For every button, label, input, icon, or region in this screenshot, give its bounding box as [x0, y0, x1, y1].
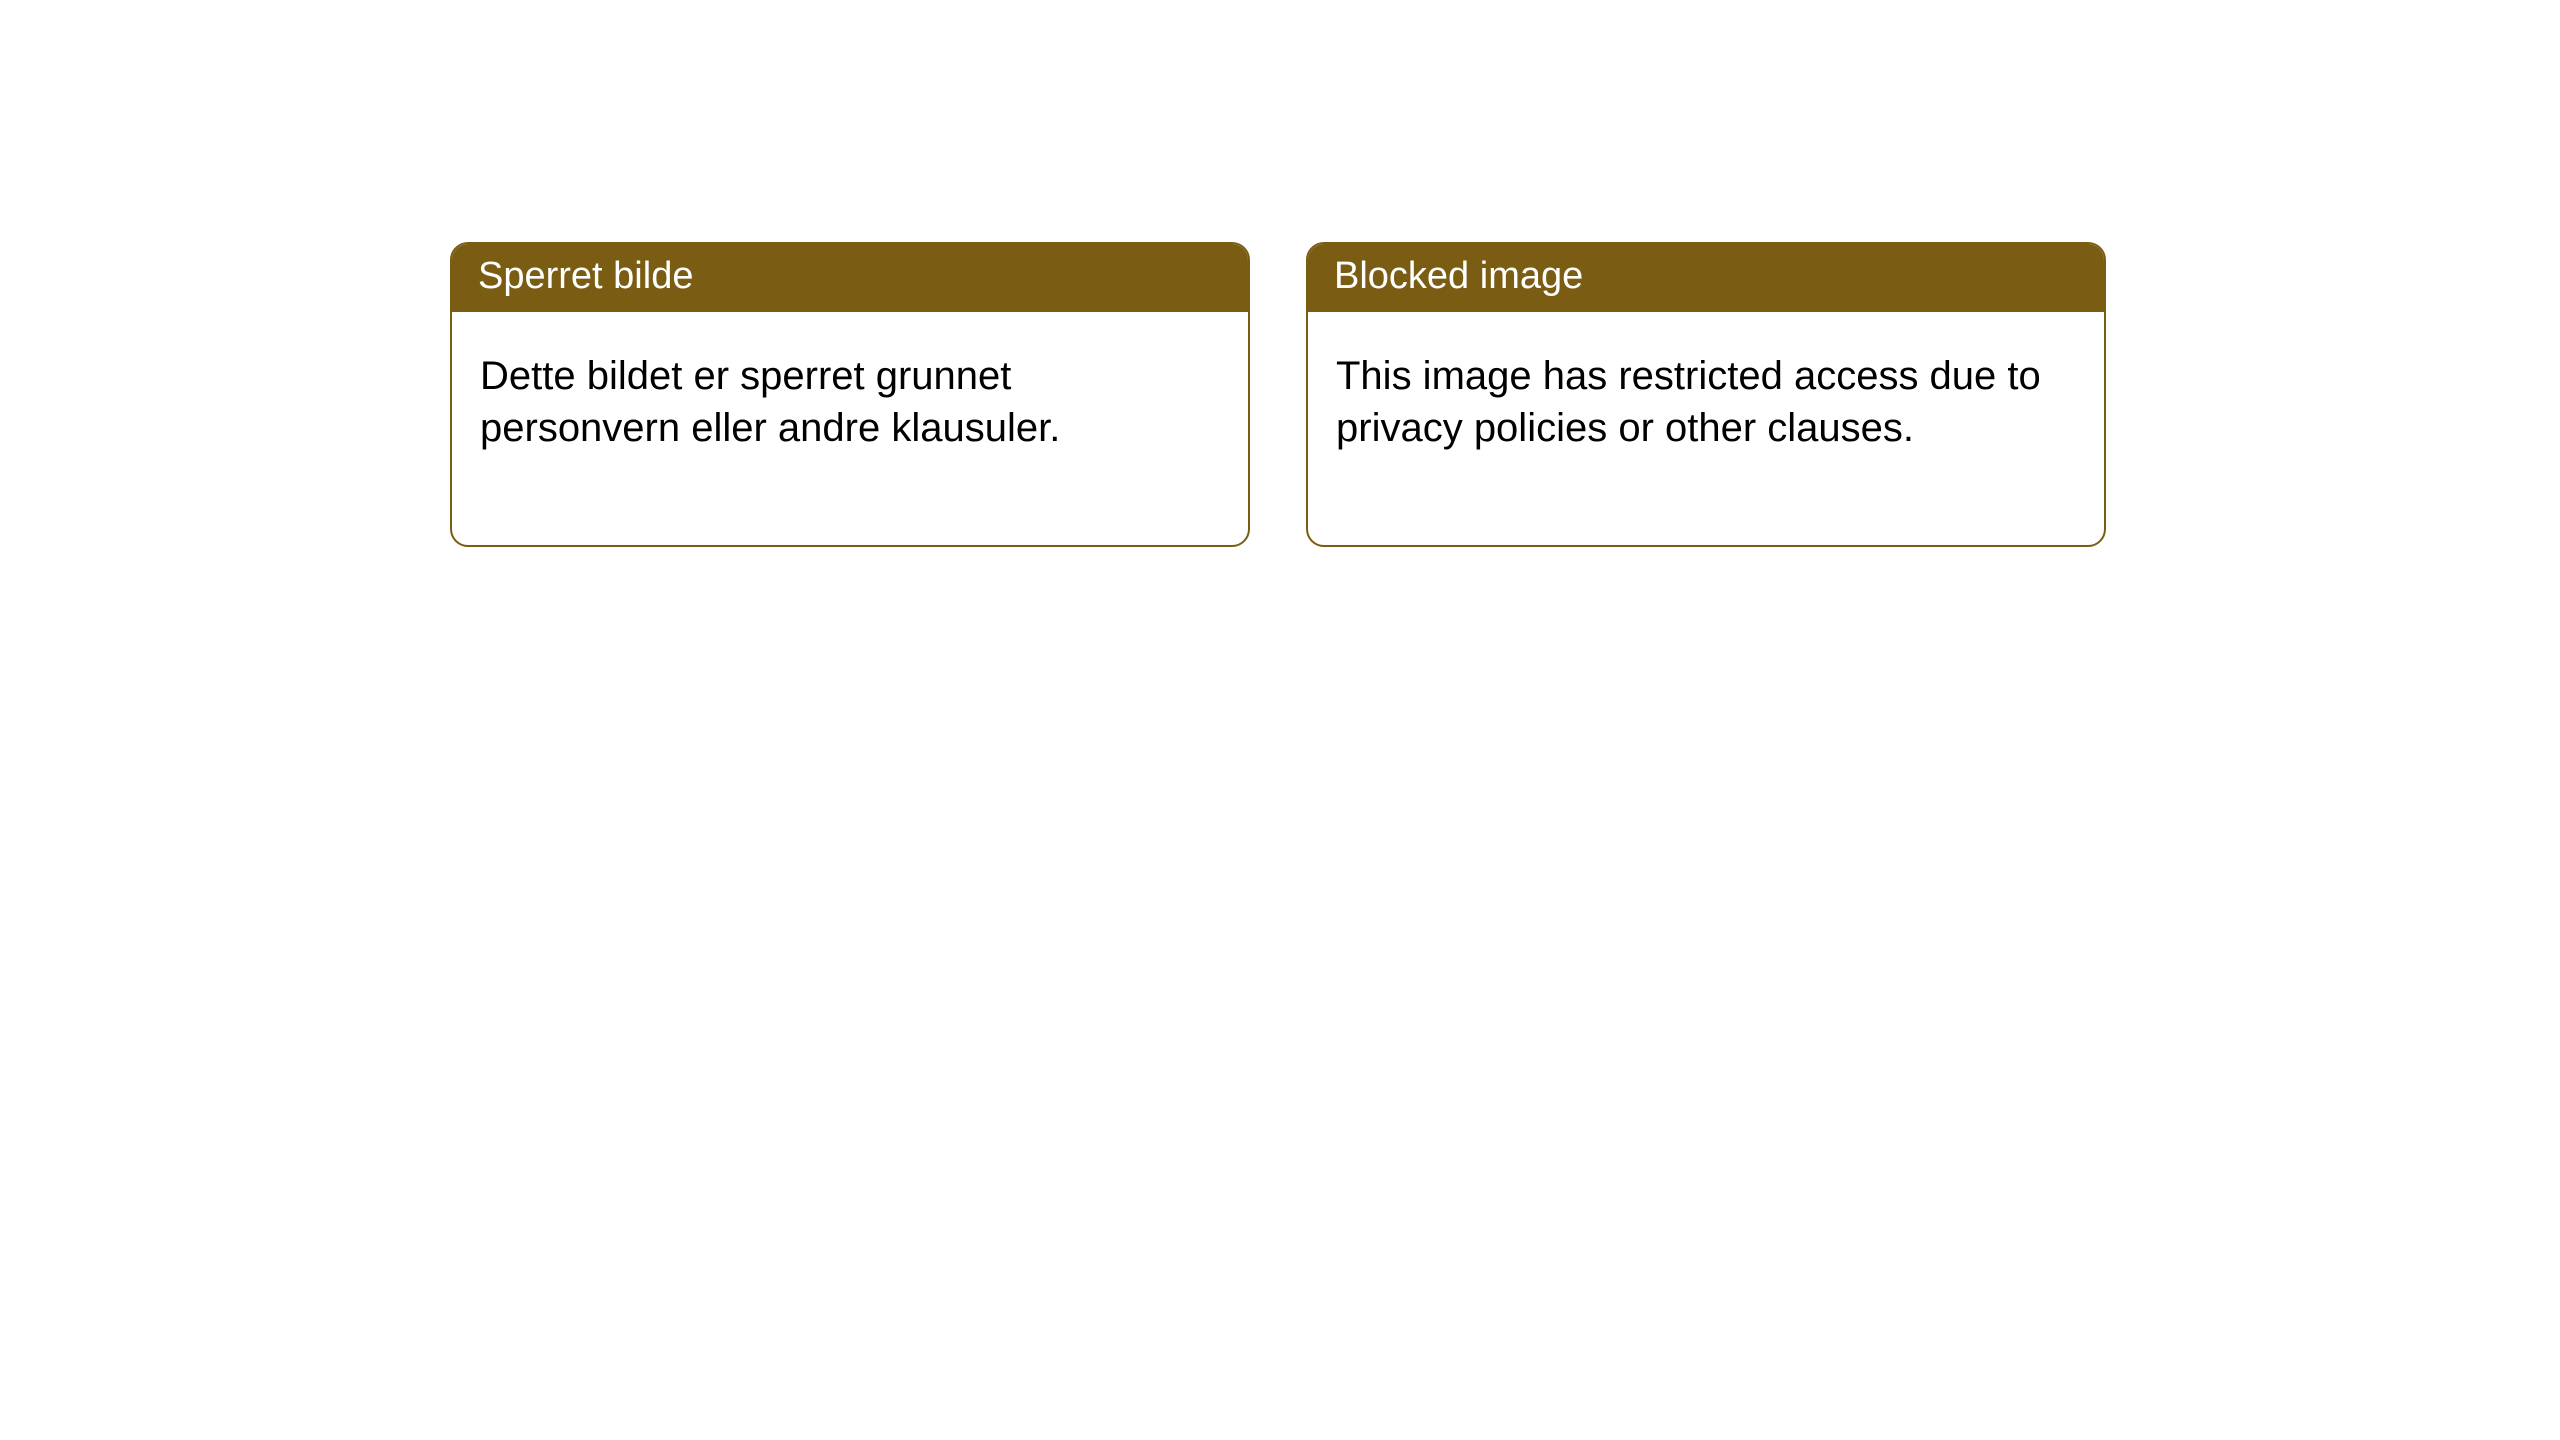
info-box-title: Blocked image: [1308, 244, 2104, 312]
info-box-message: Dette bildet er sperret grunnet personve…: [452, 312, 1248, 546]
info-box-container: Sperret bilde Dette bildet er sperret gr…: [0, 0, 2560, 547]
info-box-message: This image has restricted access due to …: [1308, 312, 2104, 546]
info-box-title: Sperret bilde: [452, 244, 1248, 312]
info-box-norwegian: Sperret bilde Dette bildet er sperret gr…: [450, 242, 1250, 547]
info-box-english: Blocked image This image has restricted …: [1306, 242, 2106, 547]
